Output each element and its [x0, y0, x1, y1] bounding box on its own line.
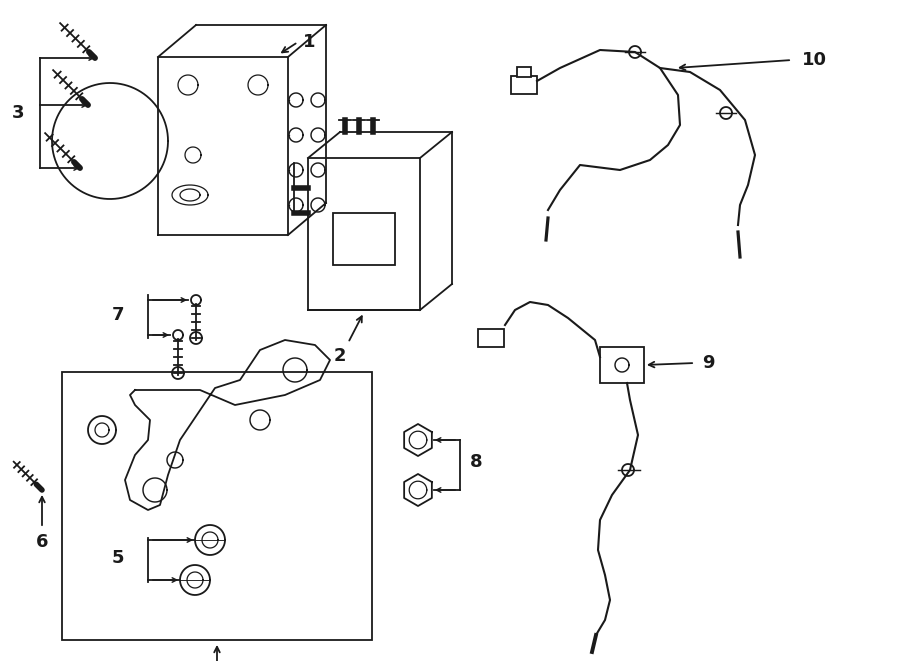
Text: 5: 5: [112, 549, 124, 567]
Text: 3: 3: [12, 104, 24, 122]
Bar: [517, 67, 531, 77]
Bar: [478, 329, 504, 347]
Text: 6: 6: [36, 533, 49, 551]
Text: 1: 1: [303, 33, 316, 51]
Text: 10: 10: [802, 51, 827, 69]
Text: 7: 7: [112, 306, 124, 324]
Bar: [333, 213, 395, 265]
Bar: [62, 372, 372, 640]
Bar: [511, 76, 537, 94]
Text: 8: 8: [470, 453, 482, 471]
Text: 2: 2: [334, 347, 346, 365]
Text: 9: 9: [702, 354, 715, 372]
Bar: [600, 347, 644, 383]
